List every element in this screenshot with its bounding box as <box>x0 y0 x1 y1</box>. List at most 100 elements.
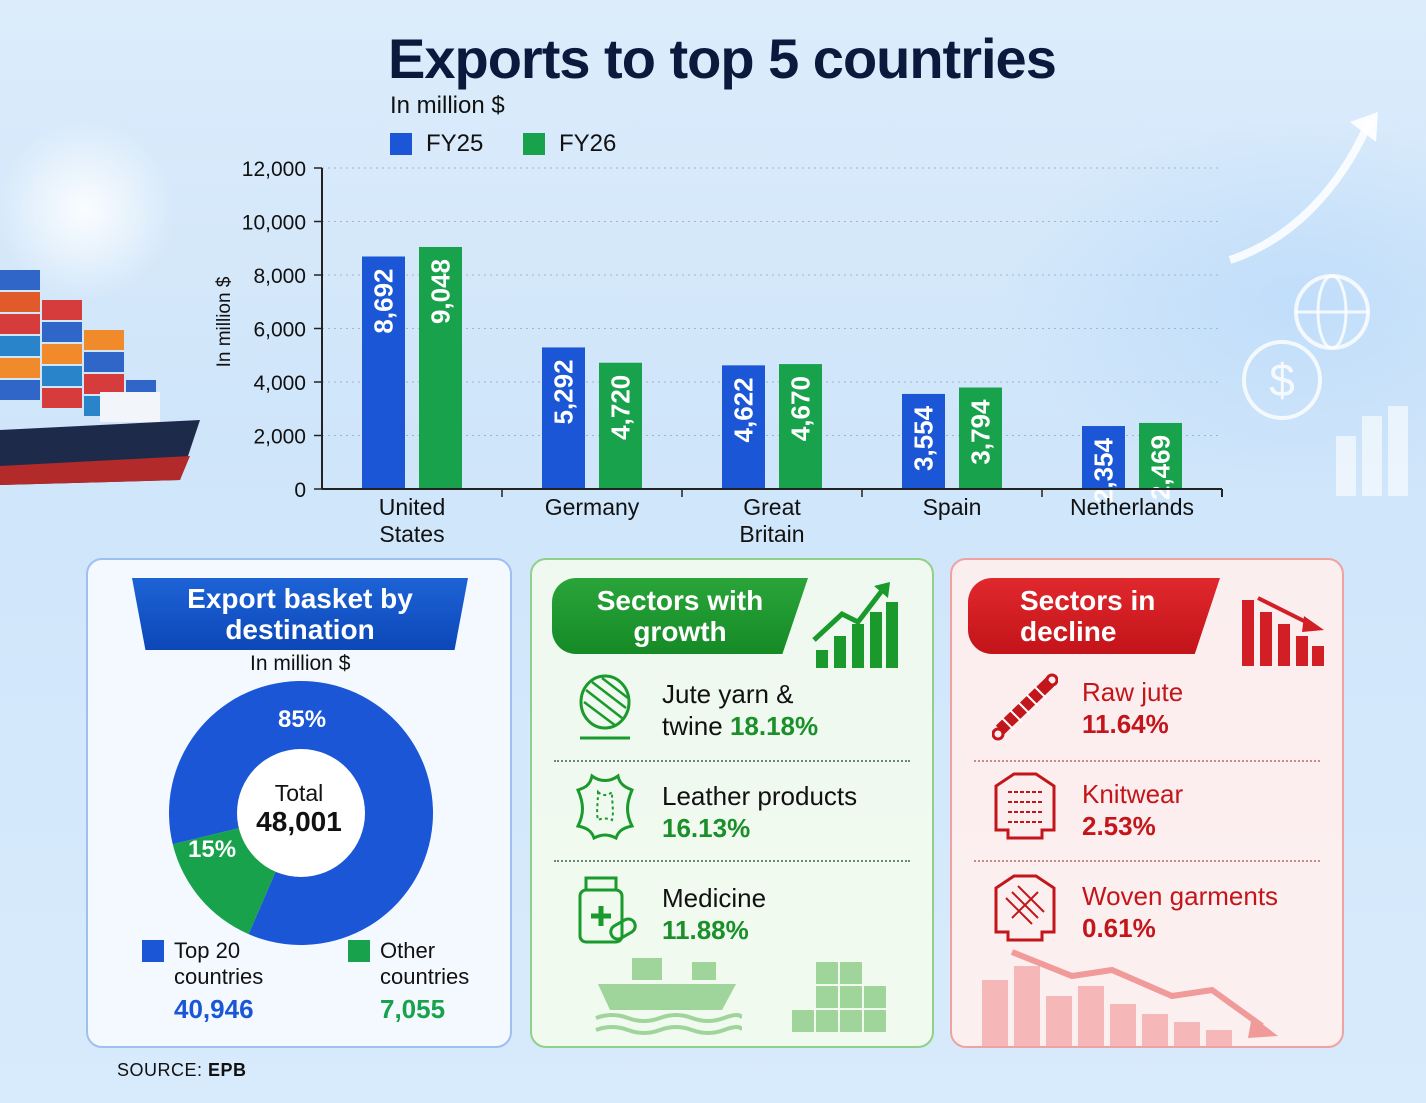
y-tick-label: 12,000 <box>242 158 306 181</box>
chart-bars: 8,692 9,048 5,292 4,720 4,622 4,670 3,554 3,794… <box>362 246 1182 504</box>
bar-fy26-united-states <box>419 246 462 489</box>
source-label: SOURCE: <box>117 1060 203 1080</box>
legend-swatch-other <box>348 940 370 962</box>
medicine-bottle-icon <box>578 876 637 944</box>
bar-fy25-germany <box>542 347 585 489</box>
growth-banner-line1: Sectors with <box>596 585 764 616</box>
decline-bars-icon <box>1242 596 1324 666</box>
raw-jute-icon <box>992 673 1058 741</box>
x-tick-label: Great <box>743 494 801 520</box>
decline-item-3-pct: 0.61% <box>1082 913 1156 943</box>
decline-item-2-label: Knitwear <box>1082 779 1184 809</box>
growth-item-3-line1: Medicine <box>662 883 767 913</box>
growth-item-1-pct: 18.18% <box>729 711 819 741</box>
donut-total-label: Total <box>274 780 324 806</box>
y-tick-label: 2,000 <box>253 426 306 449</box>
bar-chart: 0 2,000 4,000 6,000 8,000 10,000 12,000 8,692 9… <box>214 158 1223 547</box>
growth-sectors-card: Sectors with growth Jute yarn & twine 18… <box>530 558 934 1048</box>
growth-banner: Sectors with growth <box>552 578 808 654</box>
bar-value-label: 3,794 <box>966 399 996 465</box>
svg-text:$: $ <box>1269 354 1295 406</box>
legend-other: Other countries 7,055 <box>348 938 469 1024</box>
page-title: Exports to top 5 countries <box>388 27 1057 90</box>
legend-swatch-fy25 <box>390 133 412 155</box>
chart-gridlines <box>322 167 1222 436</box>
legend-swatch-top20 <box>142 940 164 962</box>
decline-trend-illustration <box>982 949 1278 1046</box>
export-basket-banner: Export basket by destination <box>132 578 468 650</box>
bar-value-label: 2,469 <box>1146 435 1176 500</box>
separator <box>554 860 910 862</box>
legend-fy26: FY26 <box>523 130 616 158</box>
bar-value-label: 4,670 <box>786 376 816 441</box>
leather-hide-icon <box>575 773 635 841</box>
bar-fy26-great-britain <box>779 364 822 489</box>
growth-item-1-line1: Jute yarn & <box>662 679 794 709</box>
bar-value-label: 4,720 <box>606 375 636 440</box>
x-tick-label: Germany <box>545 494 640 520</box>
decline-item-1-pct: 11.64% <box>1082 709 1169 739</box>
donut-total-value: 48,001 <box>256 806 342 837</box>
growth-item-2-pct: 16.13% <box>662 813 751 843</box>
decline-banner: Sectors in decline <box>968 578 1220 654</box>
source-credit: SOURCE: EPB <box>117 1060 247 1081</box>
bar-fy26-germany <box>599 362 642 489</box>
boxes-stack-icon <box>792 962 886 1032</box>
chart-unit-label: In million $ <box>390 92 505 119</box>
bar-fy26-netherlands <box>1139 422 1182 489</box>
legend-other-value: 7,055 <box>380 994 446 1024</box>
legend-other-line1: Other <box>380 938 436 963</box>
x-tick-label: Britain <box>739 521 804 547</box>
legend-top20-value: 40,946 <box>174 994 254 1024</box>
bar-fy25-united-states <box>362 256 405 489</box>
export-basket-title: Export basket by destination <box>187 583 413 645</box>
growth-bars-icon <box>812 582 898 668</box>
legend-label-fy26: FY26 <box>559 130 617 157</box>
growth-banner-line2: growth <box>633 616 727 647</box>
separator <box>974 860 1320 862</box>
legend-fy25: FY25 <box>390 130 483 158</box>
decline-banner-line1: Sectors in <box>1020 585 1156 616</box>
y-axis-ticks: 0 2,000 4,000 6,000 8,000 10,000 12,000 <box>242 158 322 502</box>
x-tick-label: States <box>379 521 444 547</box>
donut-pct-other: 15% <box>188 836 237 863</box>
decline-item-1-label: Raw jute <box>1082 677 1184 707</box>
yarn-spool-icon <box>579 674 631 740</box>
donut-chart <box>169 681 434 945</box>
growth-item-1-line2: twine <box>662 711 723 741</box>
chart-axes <box>321 168 1223 497</box>
bar-fy25-netherlands <box>1082 426 1125 489</box>
bar-value-label: 2,354 <box>1089 438 1119 504</box>
bar-fy25-great-britain <box>722 365 765 489</box>
growth-item-leather: Leather products 16.13% <box>662 780 857 844</box>
source-value: EPB <box>208 1060 247 1080</box>
separator <box>554 760 910 762</box>
x-tick-label: Spain <box>923 494 982 520</box>
container-ship-illustration <box>0 270 200 485</box>
bar-fy25-spain <box>902 393 945 489</box>
legend-swatch-fy26 <box>523 133 545 155</box>
growth-item-2-line1: Leather products <box>662 781 858 811</box>
bar-value-label: 8,692 <box>369 268 399 333</box>
growth-item-medicine: Medicine 11.88% <box>662 882 766 946</box>
growth-item-3-pct: 11.88% <box>662 915 749 945</box>
sweater-icon <box>994 772 1056 840</box>
woven-garment-icon <box>994 874 1056 942</box>
cargo-ship-icon <box>595 958 742 1035</box>
x-tick-label: Netherlands <box>1070 494 1194 520</box>
legend-label-fy25: FY25 <box>426 130 484 157</box>
legend-top20: Top 20 countries 40,946 <box>142 938 264 1024</box>
y-tick-label: 8,000 <box>253 265 306 288</box>
y-axis-title: In million $ <box>214 276 235 367</box>
bar-value-label: 4,622 <box>729 377 759 442</box>
y-tick-label: 4,000 <box>253 372 306 395</box>
legend-top20-line2: countries <box>174 964 264 989</box>
decline-item-3-label: Woven garments <box>1082 881 1279 911</box>
export-basket-card: Export basket by destination In million … <box>86 558 512 1048</box>
donut-unit-label: In million $ <box>250 652 351 675</box>
bar-value-label: 3,554 <box>909 405 939 471</box>
y-tick-label: 6,000 <box>253 319 306 342</box>
legend-top20-line1: Top 20 <box>174 938 241 963</box>
decline-sectors-card: Sectors in decline Raw jute 11.64% Knitw… <box>950 558 1344 1048</box>
